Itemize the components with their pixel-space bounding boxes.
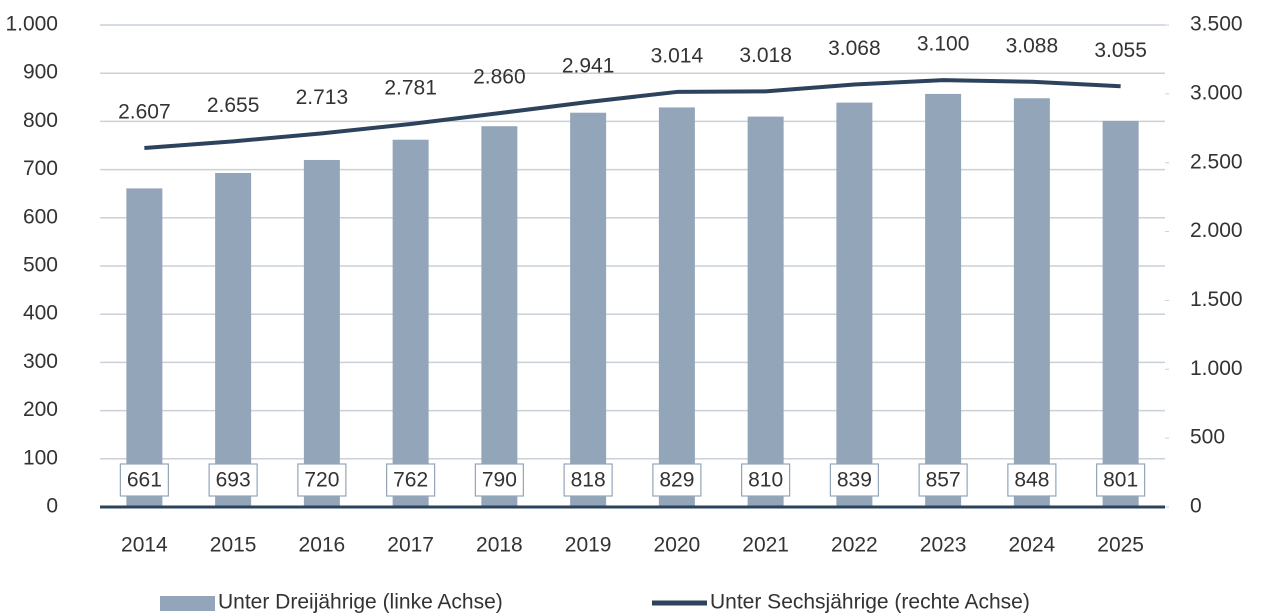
y2-tick-label: 500 <box>1190 426 1225 449</box>
bar-label-box <box>829 463 879 497</box>
y-tick-label: 700 <box>23 157 58 180</box>
legend-swatch <box>160 596 215 611</box>
line-value-label: 2.713 <box>296 86 349 109</box>
bar <box>658 107 695 507</box>
bar-value-label: 801 <box>1103 469 1138 492</box>
line-value-label: 3.014 <box>651 44 704 67</box>
y2-tick-label: 0 <box>1190 495 1202 518</box>
bar-label-box <box>652 463 702 497</box>
bar <box>1013 98 1050 507</box>
x-tick-label: 2017 <box>387 534 434 557</box>
y2-tick-label: 1.000 <box>1190 357 1243 380</box>
x-tick-label: 2024 <box>1009 534 1056 557</box>
bar-value-label: 790 <box>482 469 517 492</box>
bar-value-label: 661 <box>127 469 162 492</box>
y-tick-label: 100 <box>23 446 58 469</box>
x-tick-label: 2021 <box>742 534 789 557</box>
y-tick-label: 600 <box>23 205 58 228</box>
bar-value-label: 818 <box>571 469 606 492</box>
bar-value-label: 720 <box>304 469 339 492</box>
x-tick-label: 2023 <box>920 534 967 557</box>
bar <box>392 139 429 507</box>
bar <box>126 188 163 507</box>
y-tick-label: 1.000 <box>5 13 58 36</box>
line-value-label: 3.055 <box>1094 39 1147 62</box>
bar <box>1102 120 1139 507</box>
y-tick-label: 900 <box>23 61 58 84</box>
bar <box>925 93 962 508</box>
legend-label: Unter Dreijährige (linke Achse) <box>218 591 503 614</box>
bar-label-box <box>1096 463 1146 497</box>
bar-value-label: 829 <box>659 469 694 492</box>
bar <box>215 172 252 507</box>
bar-label-box <box>208 463 258 497</box>
bar-label-box <box>918 463 968 497</box>
x-tick-label: 2022 <box>831 534 878 557</box>
x-tick-label: 2018 <box>476 534 523 557</box>
line-value-label: 2.941 <box>562 55 615 78</box>
bar-value-label: 857 <box>926 469 961 492</box>
bar-value-label: 848 <box>1014 469 1049 492</box>
x-tick-label: 2020 <box>654 534 701 557</box>
bar-label-box <box>474 463 524 497</box>
y2-tick-label: 1.500 <box>1190 288 1243 311</box>
x-tick-label: 2019 <box>565 534 612 557</box>
line-value-label: 2.655 <box>207 94 260 117</box>
line-value-label: 2.781 <box>384 77 437 100</box>
bar-label-box <box>1007 463 1057 497</box>
y-tick-label: 800 <box>23 109 58 132</box>
x-tick-label: 2016 <box>299 534 346 557</box>
legend-label: Unter Sechsjährige (rechte Achse) <box>710 591 1030 614</box>
y2-tick-label: 2.500 <box>1190 150 1243 173</box>
line-value-label: 2.860 <box>473 66 526 89</box>
line-value-label: 3.088 <box>1006 34 1059 57</box>
line-value-label: 3.018 <box>739 44 792 67</box>
y-tick-label: 200 <box>23 398 58 421</box>
y-tick-label: 400 <box>23 302 58 325</box>
bar-label-box <box>563 463 613 497</box>
y2-tick-label: 3.500 <box>1190 13 1243 36</box>
bar-label-box <box>741 463 791 497</box>
bar-value-label: 810 <box>748 469 783 492</box>
y-tick-label: 500 <box>23 254 58 277</box>
bar-label-box <box>386 463 436 497</box>
bar-value-label: 693 <box>216 469 251 492</box>
bar <box>481 126 518 507</box>
bar-value-label: 762 <box>393 469 428 492</box>
bar-label-box <box>119 463 169 497</box>
y-tick-label: 0 <box>46 495 58 518</box>
y-tick-label: 300 <box>23 350 58 373</box>
line-value-label: 2.607 <box>118 101 171 124</box>
x-tick-label: 2025 <box>1097 534 1144 557</box>
line <box>144 78 1121 150</box>
bar <box>836 102 873 508</box>
line-value-label: 3.068 <box>828 37 881 60</box>
line-value-label: 3.100 <box>917 33 970 56</box>
x-tick-label: 2014 <box>121 534 168 557</box>
y2-tick-label: 3.000 <box>1190 81 1243 104</box>
bar-value-label: 839 <box>837 469 872 492</box>
bar-label-box <box>297 463 347 497</box>
y2-tick-label: 2.000 <box>1190 219 1243 242</box>
bar <box>570 112 607 507</box>
bar <box>303 159 340 507</box>
x-tick-label: 2015 <box>210 534 257 557</box>
bar <box>747 116 784 507</box>
